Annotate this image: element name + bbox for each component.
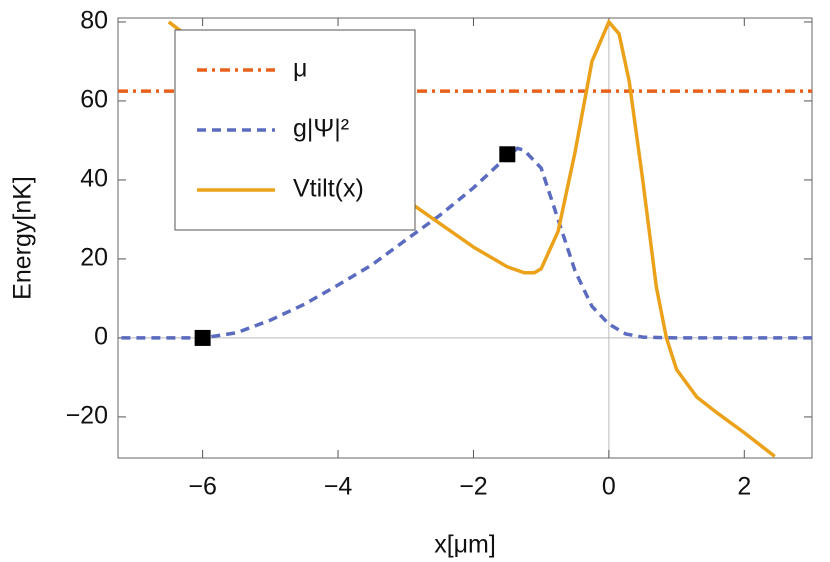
y-tick-label: 60 [80,86,108,114]
x-tick-label: 2 [737,473,751,501]
marker [499,146,516,163]
plot-frame [117,17,813,459]
x-axis-label: x[μm] [434,531,496,559]
y-tick-label: 20 [80,244,108,272]
legend-label: g|Ψ|² [293,115,349,143]
x-tick-label: −6 [188,473,217,501]
x-tick-label: −2 [459,473,488,501]
y-tick-label: −20 [66,402,108,430]
y-axis-label: Energy[nK] [9,176,37,300]
y-tick-label: 80 [80,7,108,35]
y-tick-label: 0 [94,323,108,351]
x-tick-label: 0 [602,473,616,501]
legend-label: Vtilt(x) [293,175,364,203]
legend-label: μ [293,55,307,83]
x-tick-label: −4 [324,473,353,501]
marker [194,329,211,346]
y-tick-label: 40 [80,165,108,193]
